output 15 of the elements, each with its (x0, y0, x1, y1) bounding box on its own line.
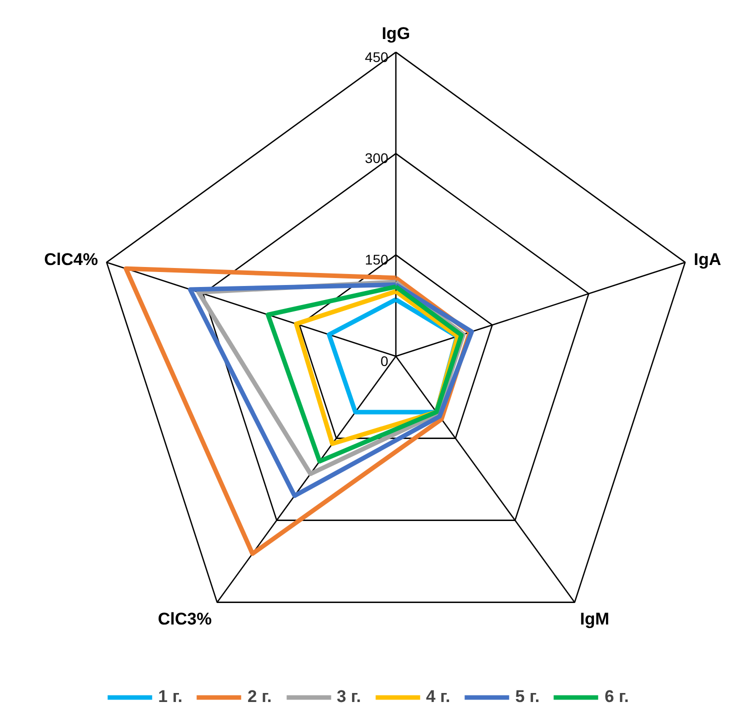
spoke-label: IgA (694, 250, 722, 270)
legend-label: 2 г. (247, 687, 272, 707)
spoke-label: IgM (580, 610, 610, 629)
y-tick-label: 450 (364, 48, 388, 65)
legend-label: 4 г. (426, 687, 450, 707)
y-tick-label: 0 (380, 352, 388, 369)
spoke-label: ClC3% (158, 610, 212, 629)
legend-label: 6 г. (604, 687, 629, 707)
legend-label: 3 г. (336, 687, 361, 707)
legend-label: 1 г. (158, 687, 182, 707)
spoke-label: IgG (382, 24, 410, 44)
y-tick-label: 150 (364, 251, 388, 268)
y-tick-label: 300 (364, 150, 388, 166)
spoke-label: ClC4% (44, 250, 98, 270)
legend-label: 5 г. (515, 687, 540, 707)
